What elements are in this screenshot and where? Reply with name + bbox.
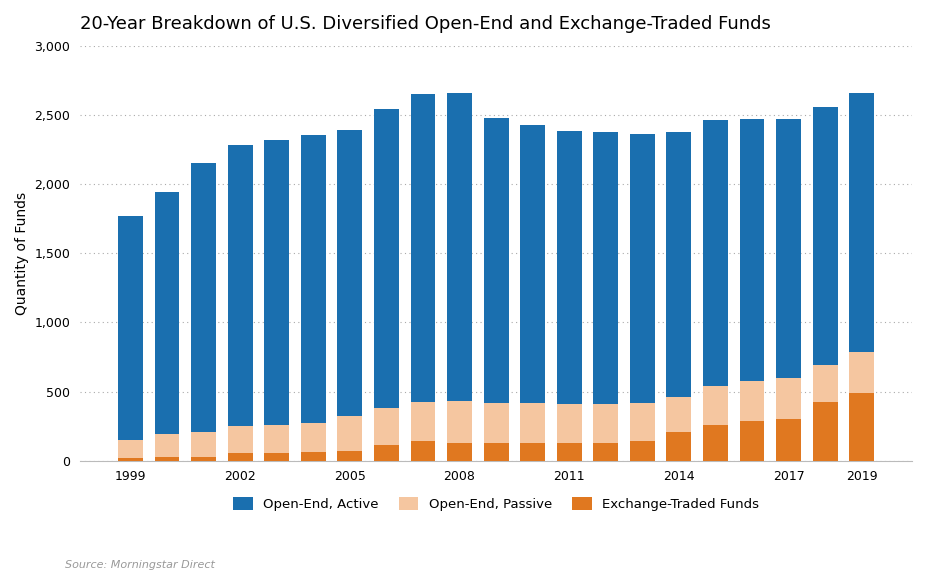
Bar [374,408,399,445]
Bar [300,452,325,461]
Bar [484,403,509,444]
Bar [557,131,581,404]
Bar [337,451,362,461]
Bar [520,124,545,403]
Bar [703,386,728,426]
Bar [849,352,874,393]
Bar [484,118,509,403]
Y-axis label: Quantity of Funds: Quantity of Funds [15,192,29,314]
Bar [300,135,325,423]
Bar [484,444,509,461]
Bar [849,93,874,352]
Bar [228,453,252,461]
Bar [447,401,472,444]
Bar [776,419,801,461]
Bar [337,130,362,416]
Bar [630,134,654,403]
Bar [191,433,216,457]
Bar [118,440,143,458]
Bar [411,441,436,461]
Text: 20-Year Breakdown of U.S. Diversified Open-End and Exchange-Traded Funds: 20-Year Breakdown of U.S. Diversified Op… [80,15,771,33]
Bar [118,458,143,461]
Bar [776,378,801,419]
Bar [520,443,545,461]
Bar [155,457,180,461]
Bar [849,393,874,461]
Bar [155,192,180,434]
Bar [740,381,765,420]
Legend: Open-End, Active, Open-End, Passive, Exchange-Traded Funds: Open-End, Active, Open-End, Passive, Exc… [228,492,765,517]
Bar [667,397,692,433]
Bar [228,426,252,453]
Bar [411,94,436,402]
Bar [228,145,252,426]
Bar [191,162,216,433]
Bar [155,434,180,457]
Bar [264,426,289,453]
Bar [813,402,838,461]
Bar [667,433,692,461]
Bar [557,404,581,443]
Bar [411,402,436,441]
Bar [740,420,765,461]
Text: Source: Morningstar Direct: Source: Morningstar Direct [65,560,215,570]
Bar [593,443,618,461]
Bar [593,132,618,404]
Bar [337,416,362,451]
Bar [264,140,289,426]
Bar [593,404,618,443]
Bar [264,453,289,461]
Bar [813,365,838,402]
Bar [557,443,581,461]
Bar [118,216,143,440]
Bar [630,441,654,461]
Bar [813,107,838,365]
Bar [374,109,399,408]
Bar [776,119,801,378]
Bar [520,403,545,443]
Bar [191,457,216,461]
Bar [703,120,728,386]
Bar [447,444,472,461]
Bar [667,132,692,397]
Bar [740,119,765,381]
Bar [630,403,654,441]
Bar [447,93,472,401]
Bar [703,426,728,461]
Bar [300,423,325,452]
Bar [374,445,399,461]
